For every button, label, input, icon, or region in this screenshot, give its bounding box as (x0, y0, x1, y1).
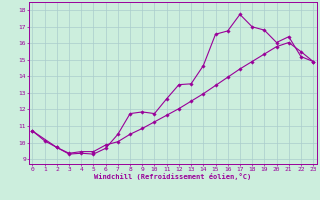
X-axis label: Windchill (Refroidissement éolien,°C): Windchill (Refroidissement éolien,°C) (94, 173, 252, 180)
